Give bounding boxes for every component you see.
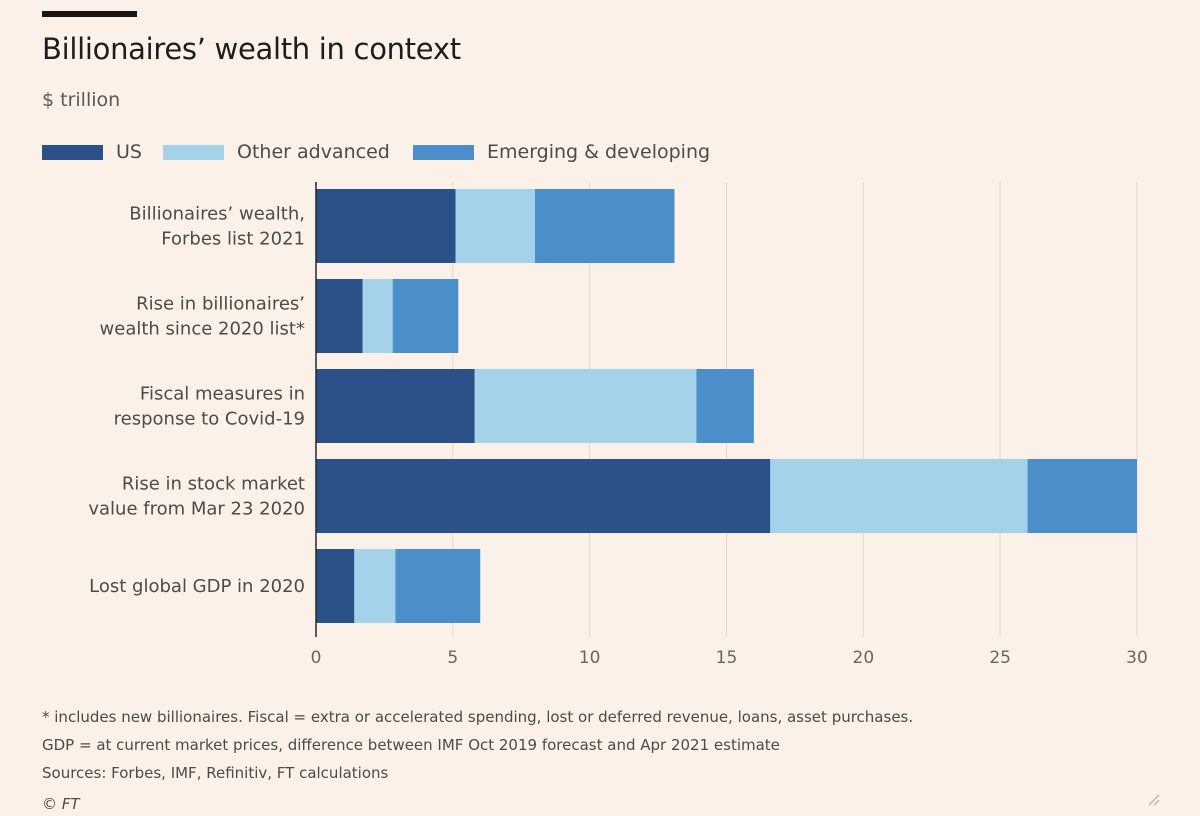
legend-swatch-other-advanced <box>163 144 224 160</box>
footnote-sources: Sources: Forbes, IMF, Refinitiv, FT calc… <box>42 764 389 782</box>
bar-emerging-4 <box>395 549 481 623</box>
copyright: © FT <box>42 795 80 813</box>
bar-us-0 <box>316 189 456 263</box>
category-label-2-0: Fiscal measures in <box>140 384 305 405</box>
legend-item-emerging: Emerging & developing <box>413 139 710 165</box>
legend-item-other-advanced: Other advanced <box>163 139 390 165</box>
x-tick-label-30: 30 <box>1126 648 1148 668</box>
legend-label-us: US <box>116 141 142 163</box>
bar-us-3 <box>316 459 771 533</box>
bar-us-4 <box>316 549 355 623</box>
category-label-1-1: wealth since 2020 list* <box>100 319 305 340</box>
x-tick-label-15: 15 <box>716 648 738 668</box>
bar-other-advanced-0 <box>455 189 535 263</box>
category-label-0-0: Billionaires’ wealth, <box>129 204 305 225</box>
x-tick-label-10: 10 <box>579 648 601 668</box>
legend: US Other advanced Emerging & developing <box>0 139 1200 165</box>
chart-title: Billionaires’ wealth in context <box>42 32 461 66</box>
legend-swatch-emerging <box>413 144 474 160</box>
bar-us-1 <box>316 279 363 353</box>
bar-emerging-3 <box>1027 459 1137 533</box>
legend-item-us: US <box>42 139 142 165</box>
top-rule <box>42 11 137 17</box>
category-label-1-0: Rise in billionaires’ <box>136 294 305 315</box>
bar-other-advanced-1 <box>362 279 393 353</box>
x-tick-label-25: 25 <box>989 648 1011 668</box>
bar-other-advanced-4 <box>354 549 396 623</box>
bar-other-advanced-3 <box>770 459 1028 533</box>
bar-other-advanced-2 <box>474 369 697 443</box>
category-label-4-0: Lost global GDP in 2020 <box>89 576 305 597</box>
bar-us-2 <box>316 369 475 443</box>
x-tick-label-5: 5 <box>447 648 458 668</box>
legend-label-emerging: Emerging & developing <box>487 141 711 163</box>
chart-unit: $ trillion <box>42 89 121 111</box>
resize-handle-icon[interactable] <box>1144 790 1160 806</box>
legend-swatch-us <box>42 144 103 160</box>
bar-emerging-1 <box>392 279 459 353</box>
footnote-2: GDP = at current market prices, differen… <box>42 736 780 754</box>
category-label-2-1: response to Covid-19 <box>114 409 305 430</box>
category-label-0-1: Forbes list 2021 <box>161 229 305 250</box>
legend-label-other-advanced: Other advanced <box>237 141 390 163</box>
bar-emerging-2 <box>696 369 754 443</box>
bar-emerging-0 <box>534 189 675 263</box>
category-label-3-0: Rise in stock market <box>122 474 305 495</box>
category-label-3-1: value from Mar 23 2020 <box>88 499 305 520</box>
x-tick-label-0: 0 <box>311 648 322 668</box>
footnote-1: * includes new billionaires. Fiscal = ex… <box>42 708 914 726</box>
x-tick-label-20: 20 <box>853 648 875 668</box>
